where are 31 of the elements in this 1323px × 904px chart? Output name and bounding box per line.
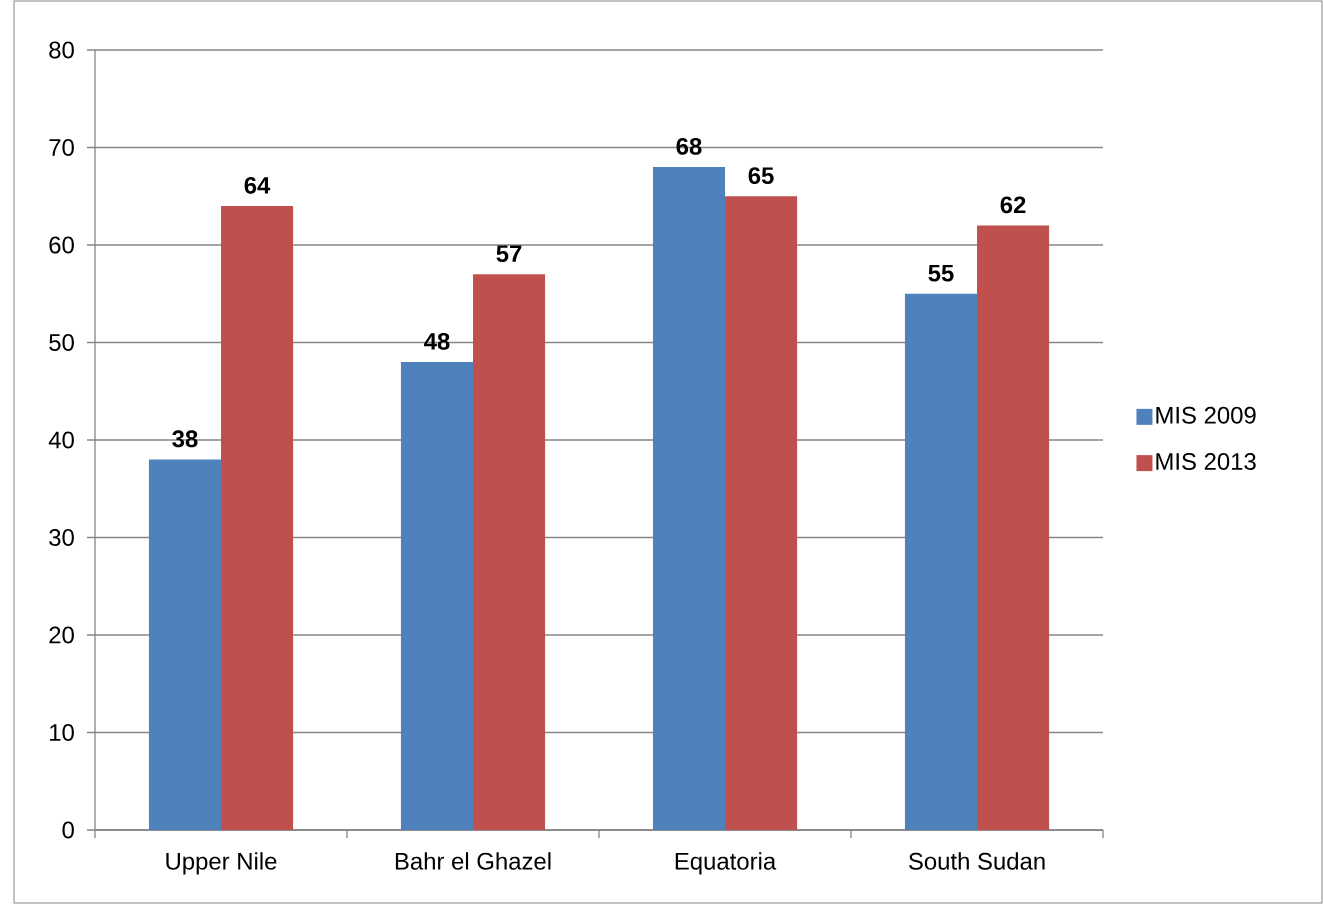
y-tick-label: 60: [49, 236, 74, 254]
x-tick-label: Bahr el Ghazel: [395, 852, 551, 870]
y-tick-label: 30: [49, 529, 74, 546]
x-tick-label: Upper Nile: [166, 852, 277, 875]
data-label: 62: [1000, 196, 1026, 214]
bar: [652, 166, 726, 830]
y-tick-label: 70: [49, 139, 74, 156]
x-tick-label: Equatoria: [675, 852, 777, 875]
data-label: 48: [424, 332, 450, 350]
bar: [221, 205, 294, 830]
y-tick-label: 20: [49, 626, 74, 644]
data-label: 57: [496, 245, 522, 263]
bar: [400, 361, 474, 830]
x-tick-label: South Sudan: [908, 852, 1045, 870]
legend-label: MIS 2013: [1156, 452, 1256, 470]
bar: [473, 274, 546, 830]
data-label: 64: [244, 176, 271, 194]
y-tick-label: 10: [50, 724, 74, 741]
data-label: 55: [928, 264, 954, 282]
bar: [904, 293, 978, 830]
y-tick-label: 0: [62, 821, 74, 839]
y-tick-label: 40: [48, 431, 74, 449]
data-label: 38: [172, 430, 198, 448]
bar: [725, 196, 798, 830]
data-label: 65: [748, 167, 774, 185]
y-tick-label: 50: [49, 334, 74, 351]
data-label: 68: [676, 137, 702, 155]
bar: [977, 225, 1050, 830]
bar: [148, 459, 222, 830]
legend-label: MIS 2009: [1156, 406, 1256, 424]
y-tick-label: 80: [49, 41, 74, 59]
